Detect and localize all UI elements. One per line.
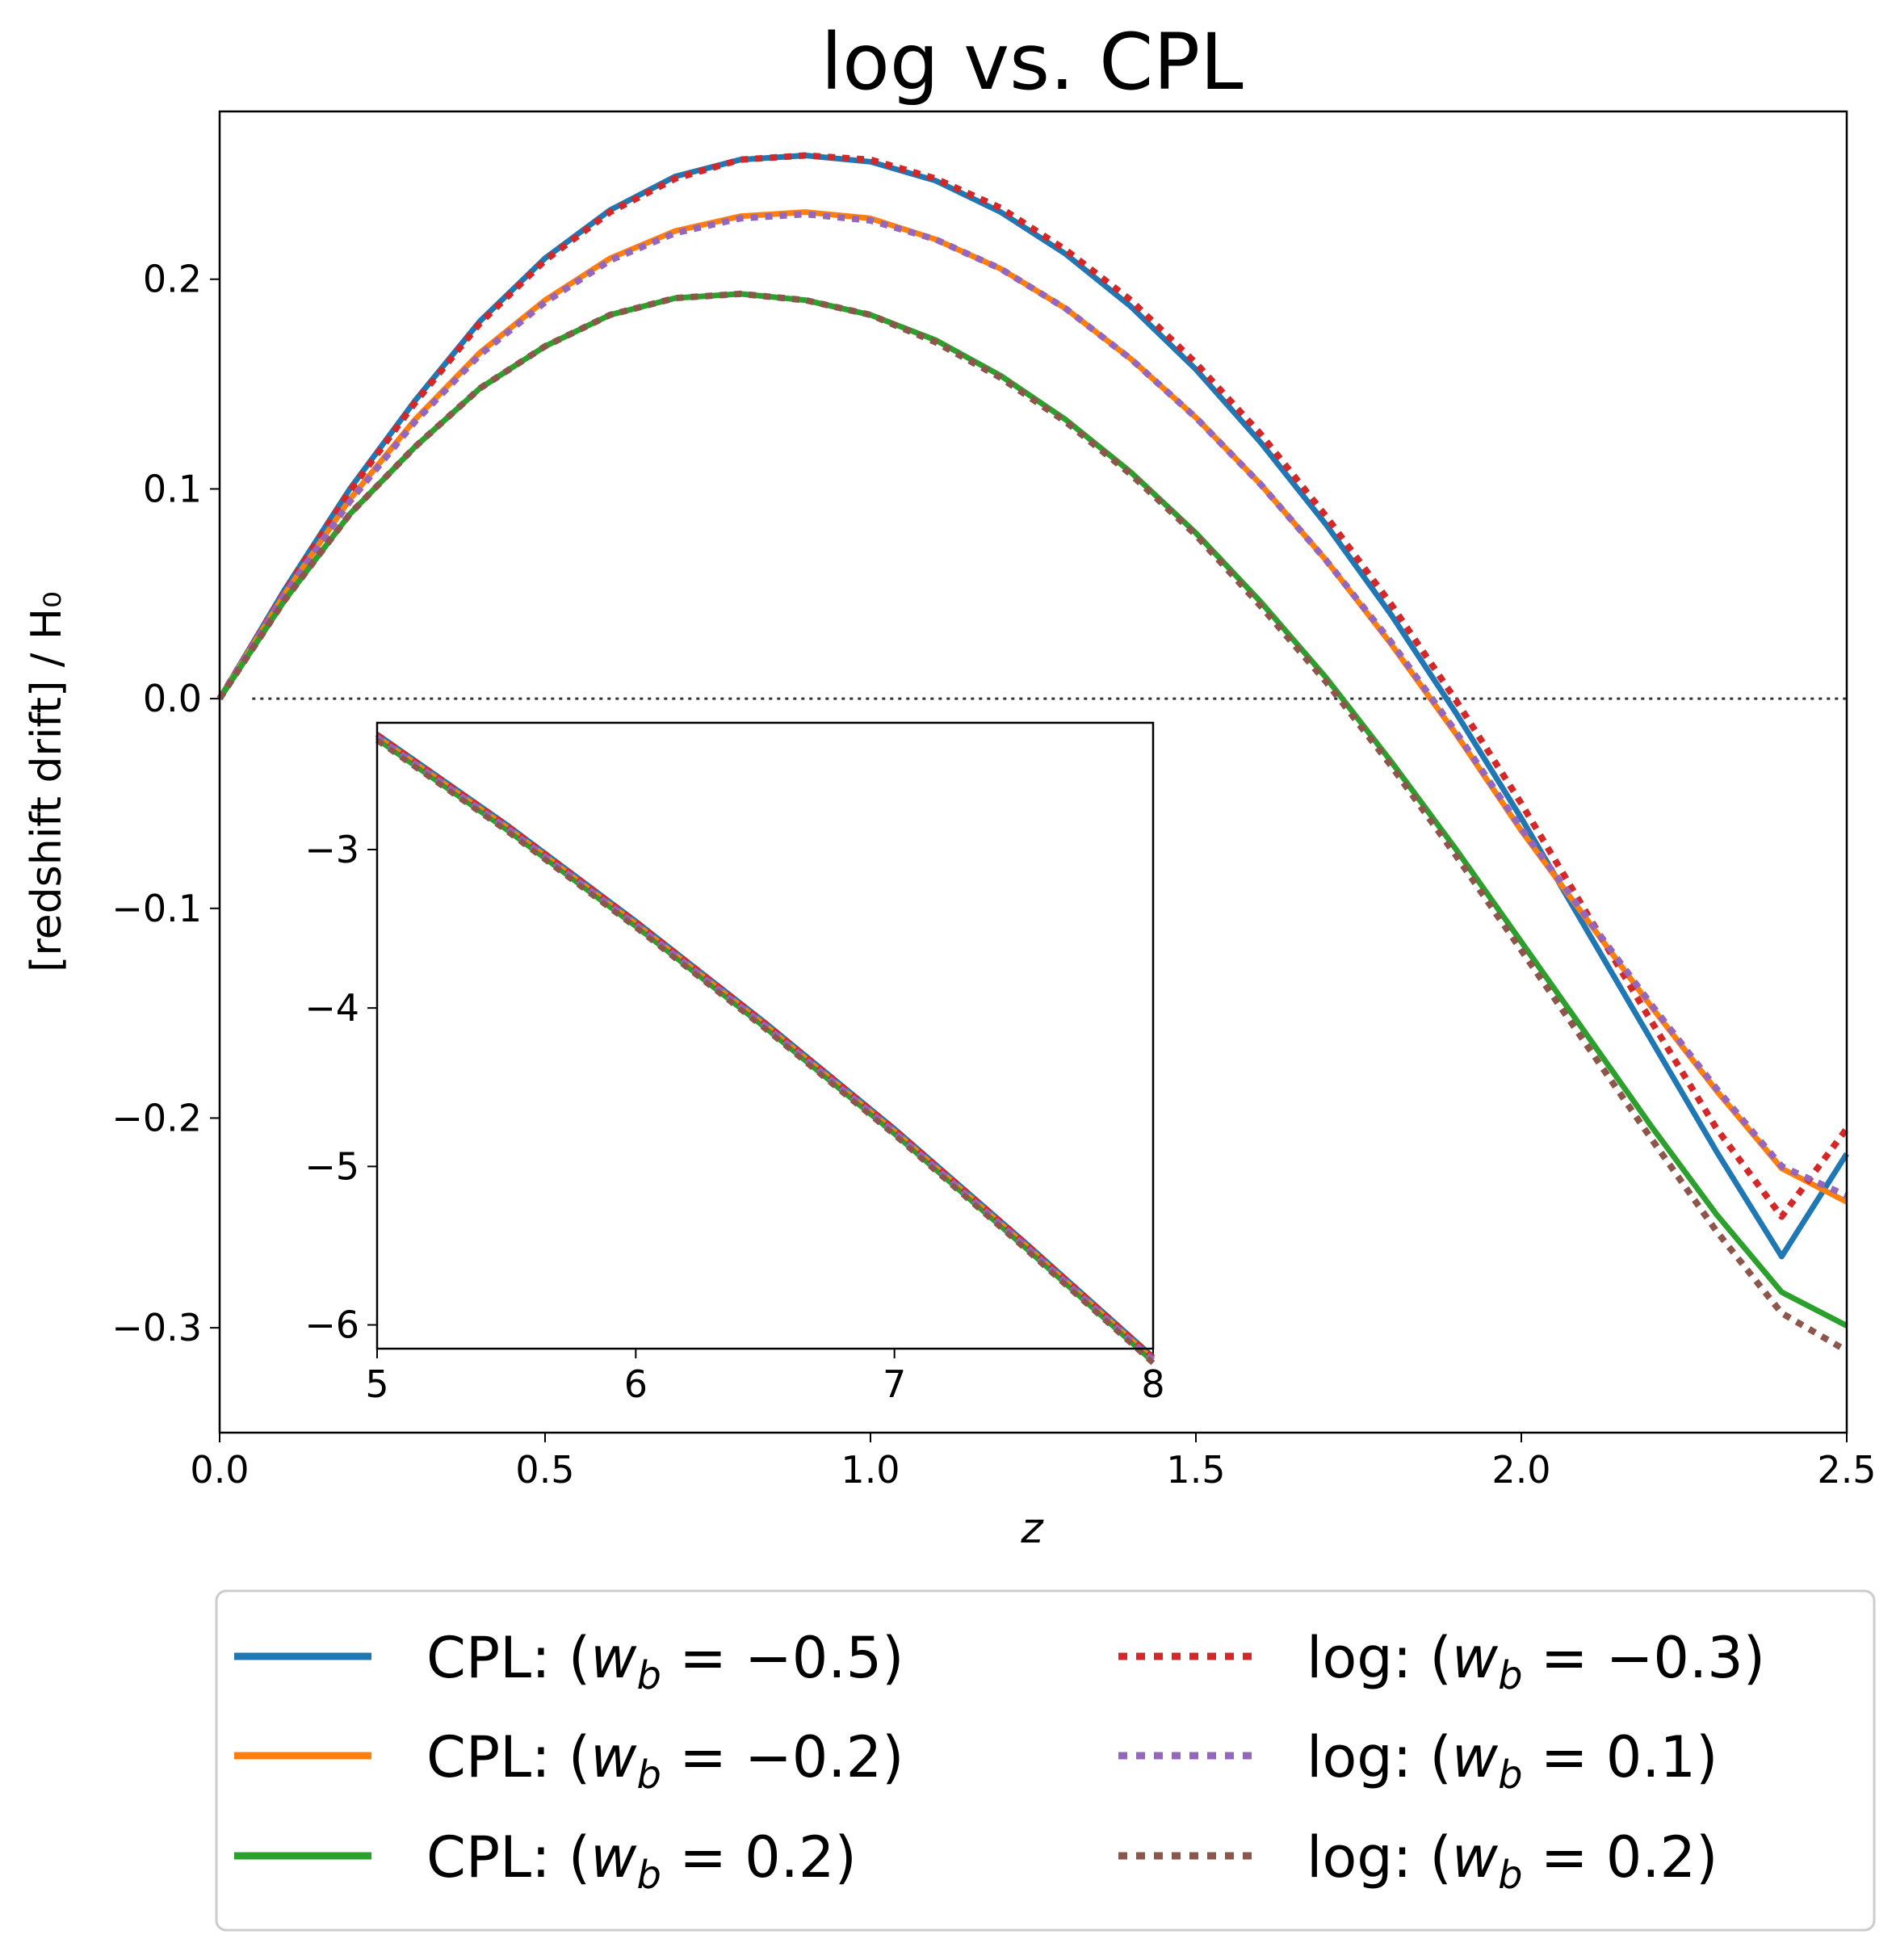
legend-variable: w — [590, 1824, 637, 1891]
y-tick-label: 0.0 — [143, 677, 202, 720]
x-tick-label: 2.5 — [1817, 1448, 1876, 1492]
legend-subscript: b — [637, 1752, 661, 1798]
y-tick-label: −0.2 — [111, 1096, 202, 1139]
main-plot: 0.0 0.5 1.0 1.5 2.0 2.5 −0.3 −0.2 −0.1 0.0 0.1 0.2 — [111, 110, 1877, 1492]
legend-label-5: log: (wb = 0.2) — [1307, 1824, 1718, 1898]
x-tick-label: 0.5 — [515, 1448, 574, 1492]
inset-x-tick-label: 8 — [1141, 1362, 1164, 1406]
legend-label-0: CPL: (wb = −0.5) — [426, 1625, 904, 1698]
legend-label-2: CPL: (wb = 0.2) — [426, 1824, 857, 1898]
legend-variable: w — [590, 1724, 637, 1790]
y-tick-label: −0.1 — [111, 887, 202, 930]
legend-subscript: b — [1498, 1752, 1522, 1798]
legend-value: = −0.5) — [661, 1625, 904, 1691]
legend-value: = −0.2) — [661, 1724, 904, 1790]
chart-title: log vs. CPL — [820, 17, 1243, 107]
inset-plot: 5 6 7 8 −6 −5 −4 −3 — [304, 721, 1165, 1406]
inset-y-tick-label: −4 — [304, 986, 359, 1030]
series-line-4 — [216, 211, 1848, 1199]
legend-prefix: CPL: ( — [426, 1724, 590, 1790]
series-line-5 — [216, 290, 1849, 1354]
legend-variable: w — [590, 1625, 637, 1691]
legend-label-1: CPL: (wb = −0.2) — [426, 1724, 904, 1798]
legend-subscript: b — [1498, 1653, 1522, 1698]
legend-prefix: CPL: ( — [426, 1824, 590, 1891]
legend-variable: w — [1452, 1625, 1499, 1691]
legend-subscript: b — [1498, 1853, 1522, 1898]
series-line-3 — [216, 152, 1850, 1220]
inset-y-tick-label: −3 — [304, 828, 359, 871]
legend: CPL: (wb = −0.5)CPL: (wb = −0.2)CPL: (wb… — [215, 1589, 1876, 1932]
x-tick-label: 1.0 — [841, 1448, 900, 1492]
inset-x-tick-label: 6 — [624, 1362, 648, 1406]
inset-y-tick-label: −6 — [304, 1303, 359, 1347]
x-tick-label: 2.0 — [1491, 1448, 1550, 1492]
legend-box — [215, 1589, 1876, 1932]
legend-subscript: b — [637, 1853, 661, 1898]
legend-prefix: log: ( — [1307, 1824, 1452, 1891]
inset-frame — [375, 721, 1155, 1350]
series-line-0 — [216, 153, 1849, 1260]
y-tick-label: 0.2 — [143, 258, 202, 301]
legend-prefix: CPL: ( — [426, 1625, 590, 1691]
legend-label-4: log: (wb = 0.1) — [1307, 1724, 1718, 1798]
legend-variable: w — [1452, 1824, 1499, 1891]
x-tick-label: 1.5 — [1166, 1448, 1225, 1492]
legend-prefix: log: ( — [1307, 1625, 1452, 1691]
legend-value: = 0.2) — [1523, 1824, 1718, 1891]
legend-variable: w — [1452, 1724, 1499, 1790]
legend-label-3: log: (wb = −0.3) — [1307, 1625, 1765, 1698]
y-tick-label: −0.3 — [111, 1306, 202, 1349]
x-tick-label: 0.0 — [190, 1448, 249, 1492]
legend-value: = 0.2) — [661, 1824, 857, 1891]
inset-y-tick-label: −5 — [304, 1144, 359, 1188]
legend-value: = −0.3) — [1523, 1625, 1765, 1691]
y-axis-label: [redshift drift] / H₀ — [23, 591, 71, 972]
inset-x-tick-label: 5 — [365, 1362, 388, 1406]
plot-frame — [218, 110, 1848, 1434]
x-axis-label: z — [1020, 1505, 1044, 1553]
legend-value: = 0.1) — [1523, 1724, 1718, 1790]
y-tick-label: 0.1 — [143, 467, 202, 510]
inset-x-tick-label: 7 — [883, 1362, 906, 1406]
inset-series-line-5 — [375, 737, 1156, 1366]
legend-subscript: b — [637, 1653, 661, 1698]
legend-prefix: log: ( — [1307, 1724, 1452, 1790]
